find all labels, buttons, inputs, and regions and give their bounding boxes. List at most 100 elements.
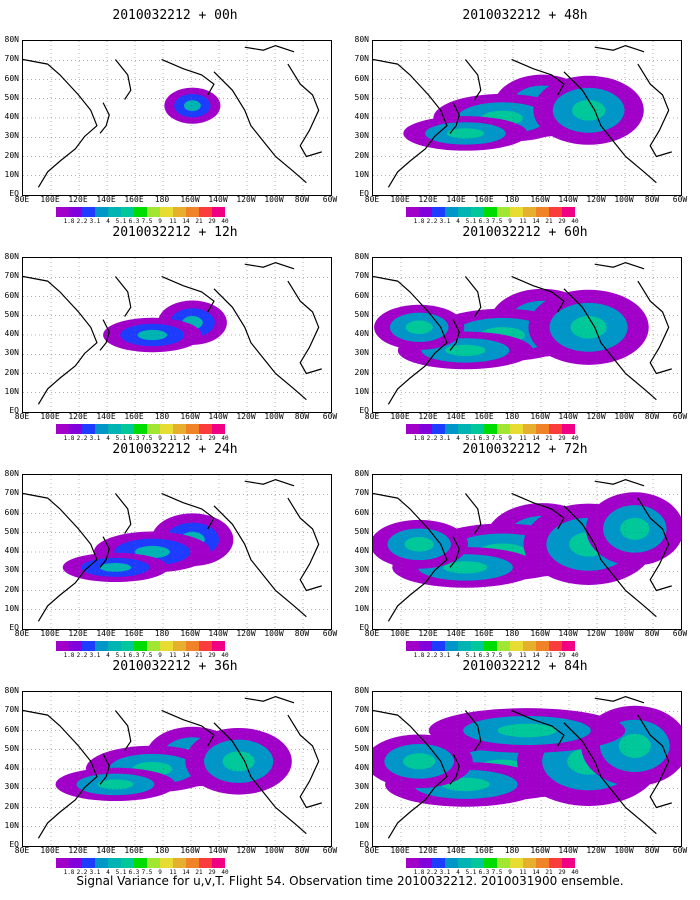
colorbar-swatch: [458, 858, 471, 868]
colorbar-label: 9: [508, 652, 512, 659]
colorbar-label: 4: [106, 218, 110, 225]
coastline: [114, 276, 132, 317]
latitude-label: 20N: [4, 584, 19, 594]
longitude-label: 160W: [530, 195, 550, 204]
map-canvas: [373, 692, 681, 846]
colorbar-swatch: [536, 641, 549, 651]
latitude-label: 40N: [354, 763, 369, 772]
longitude-label: 80E: [364, 629, 380, 638]
colorbar-label: 5.1: [465, 435, 477, 442]
coastline: [99, 753, 110, 785]
coastline: [161, 58, 215, 96]
colorbar-label: 1.8: [413, 869, 425, 876]
colorbar-swatch: [56, 424, 69, 434]
longitude-label: 120E: [418, 629, 438, 638]
colorbar-swatch: [199, 858, 212, 868]
longitude-label: 120W: [236, 629, 256, 638]
colorbar: [406, 641, 575, 651]
colorbar-swatch: [95, 641, 108, 651]
colorbar-swatch: [419, 641, 432, 651]
colorbar-swatch: [445, 207, 458, 217]
colorbar-label: 40: [571, 652, 579, 659]
longitude-label: 140W: [558, 846, 578, 855]
longitude-label: 140W: [558, 629, 578, 638]
colorbar-label: 4: [456, 869, 460, 876]
longitude-label: 140W: [208, 846, 228, 855]
colorbar-label: 11: [519, 435, 527, 442]
colorbar-label: 1.8: [63, 218, 75, 225]
latitude-label: EQ: [9, 623, 19, 632]
longitude-label: 120W: [586, 195, 606, 204]
map-panel: 2010032212 + 12h 80N 70N 60N 50N 40N 30N 20N 10N…: [0, 217, 350, 442]
longitude-label: 100W: [264, 412, 284, 421]
colorbar-swatch: [186, 641, 199, 651]
longitude-label: 100W: [614, 412, 634, 421]
colorbar-label: 1.8: [413, 435, 425, 442]
longitude-label: 180: [504, 412, 520, 421]
colorbar-swatch: [212, 858, 225, 868]
map-canvas: [23, 258, 331, 412]
latitude-label: 40N: [4, 763, 19, 772]
coastline: [213, 288, 307, 401]
coastline: [23, 58, 98, 188]
longitude-label: 60W: [322, 629, 338, 638]
longitude-label: 60W: [672, 846, 688, 855]
longitude-label: 80E: [14, 195, 30, 204]
colorbar-swatch: [121, 858, 134, 868]
colorbar: [56, 207, 225, 217]
colorbar-swatch: [549, 424, 562, 434]
coastline: [287, 497, 322, 592]
colorbar-swatch: [134, 424, 147, 434]
coastline: [99, 319, 110, 351]
latitude-label: 30N: [354, 131, 369, 141]
coastline: [114, 710, 132, 751]
longitude-label: 80W: [644, 629, 660, 638]
longitude-label: 100E: [40, 629, 60, 638]
latitude-label: 80N: [4, 469, 19, 478]
panel-title: 2010032212 + 84h: [462, 659, 588, 674]
longitude-label: 140E: [96, 846, 116, 855]
colorbar-label: 7.5: [141, 652, 153, 659]
colorbar-swatch: [471, 424, 484, 434]
variance-contour: [405, 320, 433, 335]
coastline: [464, 59, 482, 100]
colorbar-label: 9: [508, 435, 512, 442]
longitude-label: 60W: [322, 846, 338, 855]
coastline: [449, 753, 460, 785]
latitude-label: 50N: [354, 92, 369, 102]
latitude-label: 80N: [354, 686, 369, 695]
colorbar-swatch: [134, 207, 147, 217]
coastline: [511, 275, 565, 313]
latitude-label: 80N: [4, 252, 19, 261]
colorbar-swatch: [406, 858, 419, 868]
latitude-label: 70N: [354, 54, 369, 64]
latitude-label: 80N: [354, 252, 369, 261]
colorbar-label: 40: [221, 869, 229, 876]
variance-contour: [497, 723, 557, 738]
longitude-label: 140W: [558, 412, 578, 421]
longitude-label: 120W: [236, 195, 256, 204]
colorbar-label: 6.3: [478, 218, 490, 225]
longitude-label: 160E: [124, 195, 144, 204]
longitude-label: 60W: [672, 412, 688, 421]
longitude-label: 80W: [644, 846, 660, 855]
coastline: [213, 71, 307, 184]
colorbar-swatch: [432, 641, 445, 651]
latitude-label: 70N: [354, 705, 369, 715]
longitude-label: 60W: [322, 412, 338, 421]
latitude-label: 40N: [354, 112, 369, 121]
map-canvas: [373, 41, 681, 195]
longitude-label: 180: [154, 846, 170, 855]
latitude-label: 20N: [4, 801, 19, 811]
colorbar-swatch: [95, 858, 108, 868]
colorbar-label: 14: [532, 435, 540, 442]
colorbar-swatch: [549, 858, 562, 868]
colorbar-label: 29: [558, 652, 566, 659]
longitude-label: 160E: [474, 629, 494, 638]
colorbar-label: 1.8: [63, 652, 75, 659]
colorbar-label: 14: [532, 652, 540, 659]
colorbar: [406, 207, 575, 217]
map-canvas: [23, 475, 331, 629]
longitude-label: 100E: [390, 412, 410, 421]
colorbar-swatch: [432, 424, 445, 434]
